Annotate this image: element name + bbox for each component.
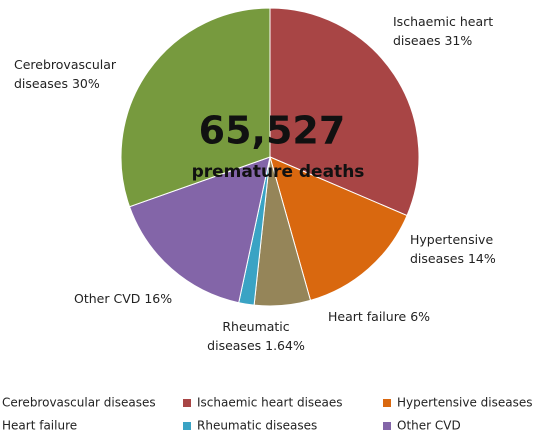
legend-label: Heart failure bbox=[2, 419, 77, 433]
pie-slice bbox=[120, 7, 271, 208]
legend-label: Cerebrovascular diseases bbox=[2, 396, 156, 410]
center-caption: premature deaths bbox=[192, 162, 365, 182]
legend-swatch bbox=[383, 399, 391, 407]
data-label: Other CVD 16% bbox=[74, 291, 173, 306]
legend-label: Hypertensive diseases bbox=[397, 396, 532, 410]
legend-swatch bbox=[183, 422, 191, 430]
center-number: 65,527 bbox=[199, 109, 346, 153]
data-label: Heart failure 6% bbox=[328, 309, 431, 324]
pie-slice bbox=[269, 7, 420, 217]
pie-slice bbox=[128, 156, 271, 304]
pie-slice bbox=[269, 156, 408, 302]
data-label: Cerebrovascular diseases 30% bbox=[14, 57, 117, 91]
data-label: Ischaemic heart diseaes 31% bbox=[393, 14, 494, 48]
legend-label: Ischaemic heart diseaes bbox=[197, 396, 343, 410]
legend-label: Rheumatic diseases bbox=[197, 419, 317, 433]
legend-label: Other CVD bbox=[397, 419, 461, 433]
data-label: Rheumatic diseases 1.64% bbox=[207, 319, 305, 353]
legend-swatch bbox=[383, 422, 391, 430]
data-label: Hypertensive diseases 14% bbox=[410, 232, 496, 266]
legend-swatch bbox=[183, 399, 191, 407]
